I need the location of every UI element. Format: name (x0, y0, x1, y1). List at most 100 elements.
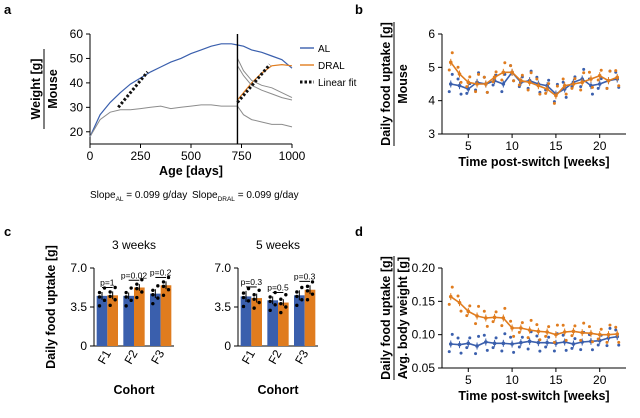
panel-d-al-mean-point (545, 340, 549, 345)
panel-d-al-individual-point (605, 344, 609, 348)
panel-b-dral-individual-point (544, 91, 548, 95)
panel-d-dral-mean-point (597, 332, 602, 337)
panel-c-2-category-label-group: F1 (239, 347, 258, 366)
panel-d-al-individual-point (491, 346, 495, 350)
panel-c-2-y-tick-label: 7.0 (214, 261, 231, 275)
panel-c-1-individual-point (156, 284, 160, 288)
panel-b-y-tick-label: 5 (428, 60, 435, 74)
panel-b-dral-individual-point (587, 70, 591, 74)
panel-b-y-tick-label: 3 (428, 127, 435, 141)
panel-c-2-individual-point (295, 303, 299, 308)
panel-d-dral-mean-point (580, 330, 584, 335)
panel-b-dral-mean-point (457, 72, 462, 76)
panel-c-2-individual-point (268, 308, 272, 313)
panel-c-1-individual-point (108, 303, 112, 308)
panel-b-dral-mean-point (501, 70, 506, 75)
panel-c-1-bar-al (96, 295, 108, 346)
panel-c-1-individual-point (135, 286, 139, 291)
panel-c-2-individual-point (257, 300, 261, 305)
panel-b-dral-individual-point (512, 79, 516, 83)
panel-d-dral-individual-point (477, 304, 481, 308)
panel-d-al-individual-point (468, 336, 472, 340)
panel-a-y-tick-label: 60 (70, 27, 84, 41)
panel-b-dral-individual-point (494, 70, 498, 74)
panel-d-dral-individual-point (538, 338, 542, 342)
panel-a-legend-label: Linear fit (318, 78, 357, 89)
panel-d-al-individual-point (503, 332, 507, 336)
panel-d-al-mean-point (448, 342, 453, 346)
panel-c-2-category-label: F2 (265, 347, 284, 366)
panel-c-1-individual-point (108, 294, 112, 299)
panel-b-al-mean-point (597, 82, 602, 86)
panel-b-al-individual-point (491, 83, 495, 87)
panel-c-1-bar-al (150, 293, 161, 346)
panel-b-dral-individual-point (500, 78, 504, 82)
panel-d-y-tick-label: 0.10 (412, 328, 436, 342)
panel-d-y-tick-label: 0.20 (412, 261, 436, 275)
panel-d-dral-individual-point (468, 304, 472, 308)
panel-c-1-pvalue-label: p=0.02 (121, 270, 148, 280)
panel-b-dral-individual-point (447, 68, 451, 72)
panel-d-al-mean-point (536, 340, 541, 345)
panel-c-2-individual-point (284, 305, 288, 309)
panel-c-1-individual-point (151, 288, 155, 292)
panel-c-2-individual-point (305, 284, 310, 289)
panel-b-al-individual-point (561, 80, 565, 84)
panel-d-dral-individual-point (573, 324, 577, 328)
panel-b-dral-mean-point (545, 87, 549, 91)
panel-c-2-individual-point (273, 303, 277, 307)
panel-d-dral-mean-point (484, 316, 488, 320)
panel-d-al-individual-point (561, 333, 565, 337)
panel-d-dral-individual-point (564, 338, 568, 342)
panel-b-al-individual-point (456, 77, 460, 81)
panel-d-dral-individual-point (590, 340, 594, 344)
panel-a-individual-mouse-line (237, 58, 293, 99)
panel-a-individual-mouse-line (237, 105, 293, 128)
panel-b-x-tick-label: 20 (593, 139, 607, 153)
panel-d-dral-mean-point (615, 332, 620, 336)
panel-b-dral-individual-point (526, 88, 530, 92)
panel-a-slope-al: SlopeAL = 0.099 g/day (90, 190, 187, 203)
panel-c-1-individual-point (97, 295, 102, 299)
panel-b-dral-individual-point (564, 92, 568, 96)
panel-b-dral-individual-point (596, 78, 600, 82)
panel-c-1-individual-point (140, 278, 144, 282)
panel-d-dral-individual-point (561, 323, 565, 327)
panel-d-x-tick-label: 20 (593, 373, 607, 387)
panel-b-al-individual-point (596, 86, 600, 90)
panel-b-x-tick-label: 5 (465, 139, 472, 153)
panel-b-dral-individual-point (573, 77, 577, 81)
panel-c-2-individual-point (300, 298, 304, 302)
panel-d-dral-individual-point (587, 325, 591, 329)
panel-d-al-individual-point (552, 349, 556, 353)
panel-a-slope-dral: SlopeDRAL = 0.099 g/day (192, 190, 299, 203)
panel-b-dral-mean-point (466, 80, 471, 85)
panel-d-al-individual-point (500, 349, 504, 353)
panel-c-2-individual-point (310, 292, 315, 296)
panel-c-1-category-label: F3 (148, 347, 167, 366)
panel-b-dral-mean-point (536, 83, 541, 88)
panel-b-dral-mean-point (448, 60, 453, 65)
panel-c-2-individual-point (279, 301, 283, 306)
panel-c-2-pvalue-label: p=0.5 (267, 283, 289, 293)
panel-b-dral-individual-point (599, 68, 603, 72)
panel-d-al-individual-point (465, 346, 469, 350)
panel-b-dral-individual-point (555, 84, 559, 88)
panel-c-1-individual-point (166, 288, 171, 292)
panel-d-y-axis-label-group: Daily food uptake [g] Avg. body weight [g… (379, 256, 410, 380)
panel-d-dral-individual-point (529, 318, 533, 322)
panel-d-al-individual-point (573, 337, 577, 341)
panel-c-1-individual-point (135, 282, 139, 286)
panel-d-dral-individual-point (456, 294, 460, 298)
panel-a-individual-mouse-line (89, 104, 238, 137)
panel-a-legend-label: AL (318, 44, 331, 55)
panel-c-1-category-label-group: F2 (121, 347, 140, 366)
panel-c-1-y-tick-label: 7.0 (70, 261, 87, 275)
panel-c-2-category-label-group: F2 (265, 347, 284, 366)
panel-c-1-individual-point (151, 293, 155, 297)
panel-d-y-axis-label-bottom: Avg. body weight [g] (396, 257, 410, 379)
panel-d-dral-individual-point (552, 340, 556, 344)
panel-b-dral-mean-point (580, 80, 584, 85)
panel-b-dral-individual-point (579, 88, 583, 92)
panel-d-al-individual-point (526, 347, 530, 351)
